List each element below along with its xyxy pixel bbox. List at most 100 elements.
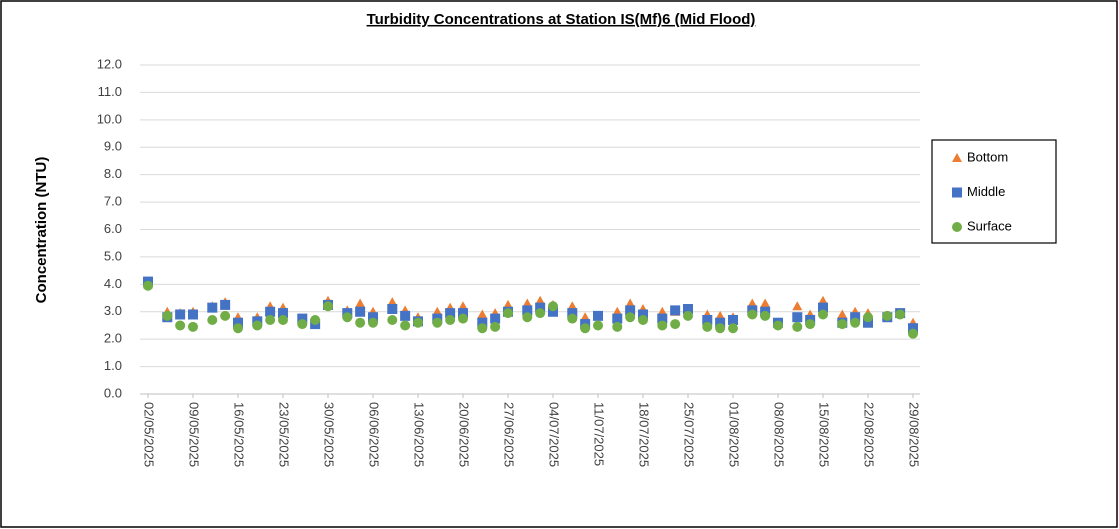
data-point	[567, 301, 578, 311]
data-point	[863, 312, 873, 323]
data-point	[773, 320, 783, 331]
data-point	[265, 314, 276, 325]
data-point	[548, 301, 558, 312]
data-point	[567, 313, 578, 324]
data-point	[297, 319, 308, 330]
x-tick-label: 08/08/2025	[772, 402, 787, 467]
data-point	[728, 323, 738, 334]
data-point	[657, 313, 668, 324]
x-tick-label: 18/07/2025	[637, 402, 652, 467]
data-point	[747, 309, 758, 320]
data-point	[567, 308, 578, 319]
data-point	[612, 306, 623, 316]
data-point	[503, 299, 513, 309]
data-point	[188, 321, 198, 332]
x-tick-label: 04/07/2025	[547, 402, 562, 467]
data-point	[657, 320, 668, 331]
y-tick-label: 4.0	[104, 276, 122, 291]
data-point	[760, 298, 771, 308]
data-point	[747, 298, 758, 308]
x-tick-label: 09/05/2025	[187, 402, 202, 467]
data-point	[162, 310, 173, 321]
data-point	[593, 310, 603, 321]
x-tick-label: 29/08/2025	[907, 402, 922, 467]
data-point	[625, 298, 636, 308]
data-point	[445, 314, 456, 325]
x-tick-label: 20/06/2025	[457, 402, 472, 467]
y-tick-label: 12.0	[97, 56, 122, 71]
data-point	[207, 302, 218, 313]
legend-label: Middle	[967, 184, 1005, 199]
data-point	[535, 295, 546, 305]
data-point	[310, 314, 321, 325]
data-point	[638, 314, 648, 325]
y-tick-label: 10.0	[97, 111, 122, 126]
data-point	[850, 317, 861, 328]
data-point	[252, 320, 263, 331]
data-point	[908, 323, 918, 334]
y-tick-label: 2.0	[104, 331, 122, 346]
data-point	[342, 312, 353, 323]
data-point	[657, 306, 668, 316]
y-tick-label: 1.0	[104, 358, 122, 373]
data-point	[400, 310, 411, 321]
data-point	[490, 313, 501, 324]
data-point	[612, 313, 623, 324]
data-point	[458, 301, 468, 311]
data-point	[837, 319, 848, 330]
legend-label: Bottom	[967, 149, 1008, 164]
data-point	[387, 314, 398, 325]
x-tick-label: 11/07/2025	[592, 402, 607, 466]
data-point	[670, 305, 681, 316]
data-point	[522, 305, 533, 316]
data-point	[477, 309, 488, 319]
x-tick-label: 25/07/2025	[682, 402, 697, 467]
data-point	[638, 309, 648, 320]
data-point	[477, 323, 488, 334]
data-point	[175, 309, 186, 320]
data-point	[458, 308, 468, 319]
x-tick-label: 16/05/2025	[232, 402, 247, 467]
data-point	[535, 302, 546, 313]
data-point	[882, 310, 893, 321]
data-point	[895, 309, 906, 320]
x-tick-label: 27/06/2025	[502, 402, 517, 467]
data-point	[683, 304, 693, 315]
data-point	[715, 310, 726, 320]
data-point	[715, 323, 726, 334]
data-point	[837, 309, 848, 319]
data-point	[863, 317, 873, 328]
data-point	[278, 308, 288, 319]
x-tick-label: 22/08/2025	[862, 402, 877, 467]
data-point	[522, 298, 533, 308]
data-point	[323, 301, 333, 312]
data-point	[818, 302, 828, 313]
data-point	[792, 321, 803, 332]
data-point	[818, 295, 828, 305]
y-tick-label: 3.0	[104, 303, 122, 318]
data-point	[477, 317, 488, 328]
data-point	[792, 312, 803, 323]
y-tick-label: 5.0	[104, 248, 122, 263]
data-point	[368, 317, 378, 328]
data-point	[297, 313, 308, 324]
legend-marker	[952, 153, 962, 162]
data-point	[188, 309, 198, 320]
data-point	[220, 310, 231, 321]
data-point	[175, 320, 186, 331]
x-tick-label: 30/05/2025	[322, 402, 337, 467]
data-point	[728, 314, 738, 325]
y-tick-label: 11.0	[98, 84, 122, 99]
data-point	[387, 297, 398, 307]
data-point	[580, 312, 591, 322]
x-tick-label: 13/06/2025	[412, 402, 427, 467]
data-point	[522, 312, 533, 323]
data-point	[432, 317, 443, 328]
data-point	[548, 306, 558, 317]
data-point	[715, 317, 726, 328]
data-point	[490, 321, 501, 332]
data-point	[233, 323, 243, 334]
data-point	[760, 310, 771, 321]
data-point	[233, 317, 243, 328]
